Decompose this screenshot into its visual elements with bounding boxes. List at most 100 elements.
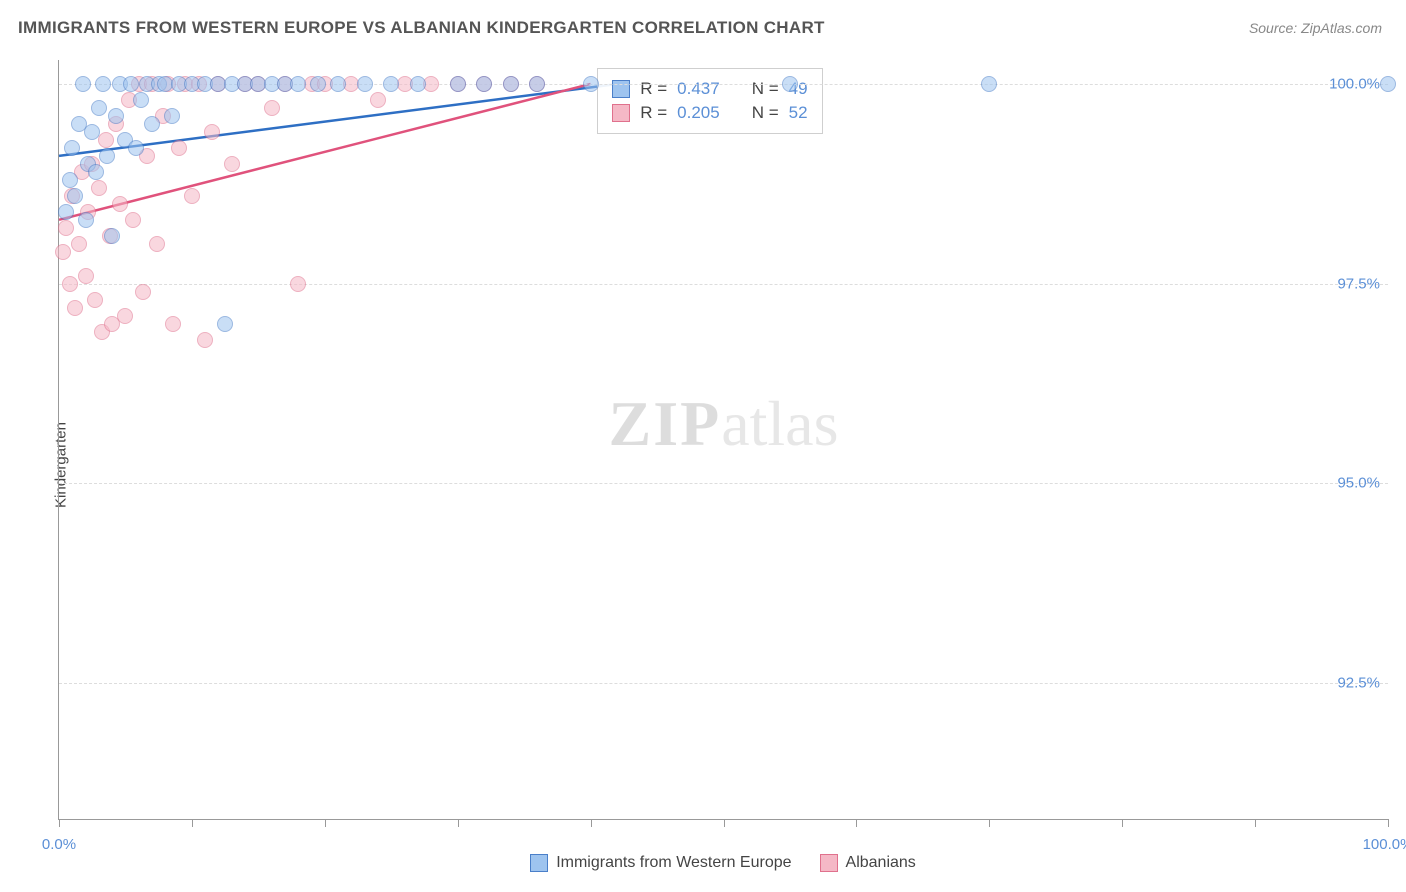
legend-label: Immigrants from Western Europe	[556, 854, 791, 872]
y-tick-label: 92.5%	[1337, 675, 1380, 692]
scatter-point	[75, 76, 91, 92]
legend-swatch	[612, 80, 630, 98]
scatter-point	[55, 244, 71, 260]
x-tick	[458, 819, 459, 827]
scatter-point	[78, 268, 94, 284]
scatter-point	[184, 188, 200, 204]
scatter-point	[197, 332, 213, 348]
watermark-bold: ZIP	[609, 388, 722, 459]
scatter-point	[383, 76, 399, 92]
scatter-point	[264, 100, 280, 116]
scatter-point	[67, 300, 83, 316]
scatter-point	[135, 284, 151, 300]
scatter-point	[123, 76, 139, 92]
scatter-point	[104, 228, 120, 244]
x-tick	[1388, 819, 1389, 827]
stat-r-label: R =	[640, 79, 667, 99]
scatter-point	[98, 132, 114, 148]
scatter-point	[112, 196, 128, 212]
scatter-point	[290, 76, 306, 92]
scatter-point	[67, 188, 83, 204]
trend-lines-layer	[59, 60, 1388, 819]
stat-n-value: 52	[789, 103, 808, 123]
stat-row: R = 0.205 N = 52	[612, 101, 807, 125]
gridline-h	[59, 683, 1388, 684]
bottom-legend: Immigrants from Western Europe Albanians	[58, 846, 1388, 880]
scatter-point	[782, 76, 798, 92]
scatter-point	[144, 116, 160, 132]
gridline-h	[59, 483, 1388, 484]
scatter-point	[204, 124, 220, 140]
watermark-light: atlas	[721, 388, 838, 459]
scatter-point	[64, 140, 80, 156]
scatter-point	[503, 76, 519, 92]
x-tick	[1122, 819, 1123, 827]
scatter-point	[410, 76, 426, 92]
scatter-point	[58, 220, 74, 236]
scatter-point	[981, 76, 997, 92]
x-tick	[989, 819, 990, 827]
plot-area: ZIPatlas R = 0.437N = 49R = 0.205N = 52 …	[58, 60, 1388, 820]
stat-n-label: N =	[752, 103, 779, 123]
scatter-point	[1380, 76, 1396, 92]
scatter-point	[224, 156, 240, 172]
scatter-point	[117, 308, 133, 324]
scatter-point	[583, 76, 599, 92]
scatter-point	[529, 76, 545, 92]
scatter-point	[290, 276, 306, 292]
scatter-point	[87, 292, 103, 308]
scatter-point	[91, 180, 107, 196]
x-tick	[325, 819, 326, 827]
x-tick	[59, 819, 60, 827]
stat-r-value: 0.205	[677, 103, 720, 123]
scatter-point	[171, 140, 187, 156]
scatter-point	[95, 76, 111, 92]
stat-n-label: N =	[752, 79, 779, 99]
stat-r-value: 0.437	[677, 79, 720, 99]
scatter-point	[58, 204, 74, 220]
header: IMMIGRANTS FROM WESTERN EUROPE VS ALBANI…	[0, 0, 1406, 48]
legend-swatch	[530, 854, 548, 872]
scatter-point	[62, 172, 78, 188]
scatter-point	[476, 76, 492, 92]
x-tick	[591, 819, 592, 827]
scatter-point	[71, 236, 87, 252]
x-tick	[1255, 819, 1256, 827]
x-tick	[192, 819, 193, 827]
scatter-point	[62, 276, 78, 292]
scatter-point	[88, 164, 104, 180]
legend-label: Albanians	[846, 854, 916, 872]
scatter-point	[78, 212, 94, 228]
scatter-point	[357, 76, 373, 92]
gridline-h	[59, 284, 1388, 285]
chart-title: IMMIGRANTS FROM WESTERN EUROPE VS ALBANI…	[18, 18, 825, 38]
x-tick	[724, 819, 725, 827]
legend-swatch	[820, 854, 838, 872]
scatter-point	[310, 76, 326, 92]
scatter-point	[164, 108, 180, 124]
scatter-point	[330, 76, 346, 92]
scatter-point	[84, 124, 100, 140]
scatter-point	[128, 140, 144, 156]
y-tick-label: 100.0%	[1329, 75, 1380, 92]
scatter-point	[370, 92, 386, 108]
scatter-point	[165, 316, 181, 332]
x-tick	[856, 819, 857, 827]
scatter-point	[91, 100, 107, 116]
y-tick-label: 95.0%	[1337, 475, 1380, 492]
legend-item: Immigrants from Western Europe	[530, 854, 791, 872]
watermark: ZIPatlas	[609, 387, 839, 461]
scatter-point	[99, 148, 115, 164]
legend-item: Albanians	[820, 854, 916, 872]
stat-row: R = 0.437N = 49	[612, 77, 807, 101]
scatter-point	[108, 108, 124, 124]
source-attribution: Source: ZipAtlas.com	[1249, 20, 1382, 36]
stat-r-label: R =	[640, 103, 667, 123]
legend-swatch	[612, 104, 630, 122]
scatter-point	[125, 212, 141, 228]
scatter-point	[217, 316, 233, 332]
y-tick-label: 97.5%	[1337, 275, 1380, 292]
scatter-point	[149, 236, 165, 252]
chart-container: Kindergarten ZIPatlas R = 0.437N = 49R =…	[18, 50, 1388, 880]
scatter-point	[133, 92, 149, 108]
